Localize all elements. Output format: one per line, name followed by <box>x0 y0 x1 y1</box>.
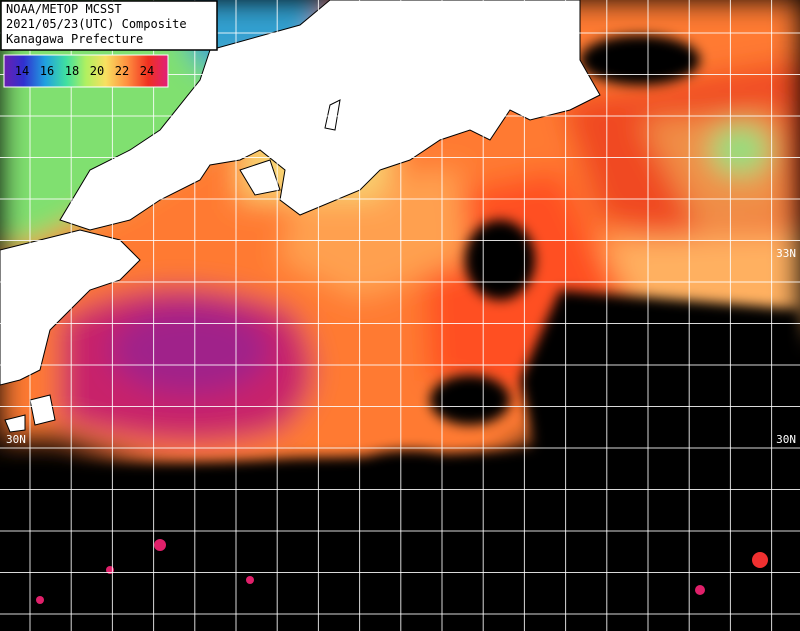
legend-tick-label: 24 <box>140 64 154 78</box>
header-line: 2021/05/23(UTC) Composite <box>6 17 187 31</box>
color-legend: 14 16 18 20 22 24 <box>3 54 169 88</box>
legend-tick-label: 20 <box>90 64 104 78</box>
legend-tick-label: 22 <box>115 64 129 78</box>
header-line: Kanagawa Prefecture <box>6 32 143 46</box>
latitude-label: 30N <box>776 433 796 446</box>
header-box: NOAA/METOP MCSST 2021/05/23(UTC) Composi… <box>0 0 218 51</box>
legend-tick-label: 16 <box>40 64 54 78</box>
legend-tick-label: 14 <box>15 64 29 78</box>
latitude-label: 33N <box>776 247 796 260</box>
latitude-label: 30N <box>6 433 26 446</box>
latitude-labels: 30N 33N 30N <box>6 247 796 446</box>
sparse-pixels <box>36 539 768 604</box>
header-line: NOAA/METOP MCSST <box>6 2 122 16</box>
header-background <box>0 0 218 51</box>
color-bar <box>3 54 169 88</box>
legend-tick-label: 18 <box>65 64 79 78</box>
